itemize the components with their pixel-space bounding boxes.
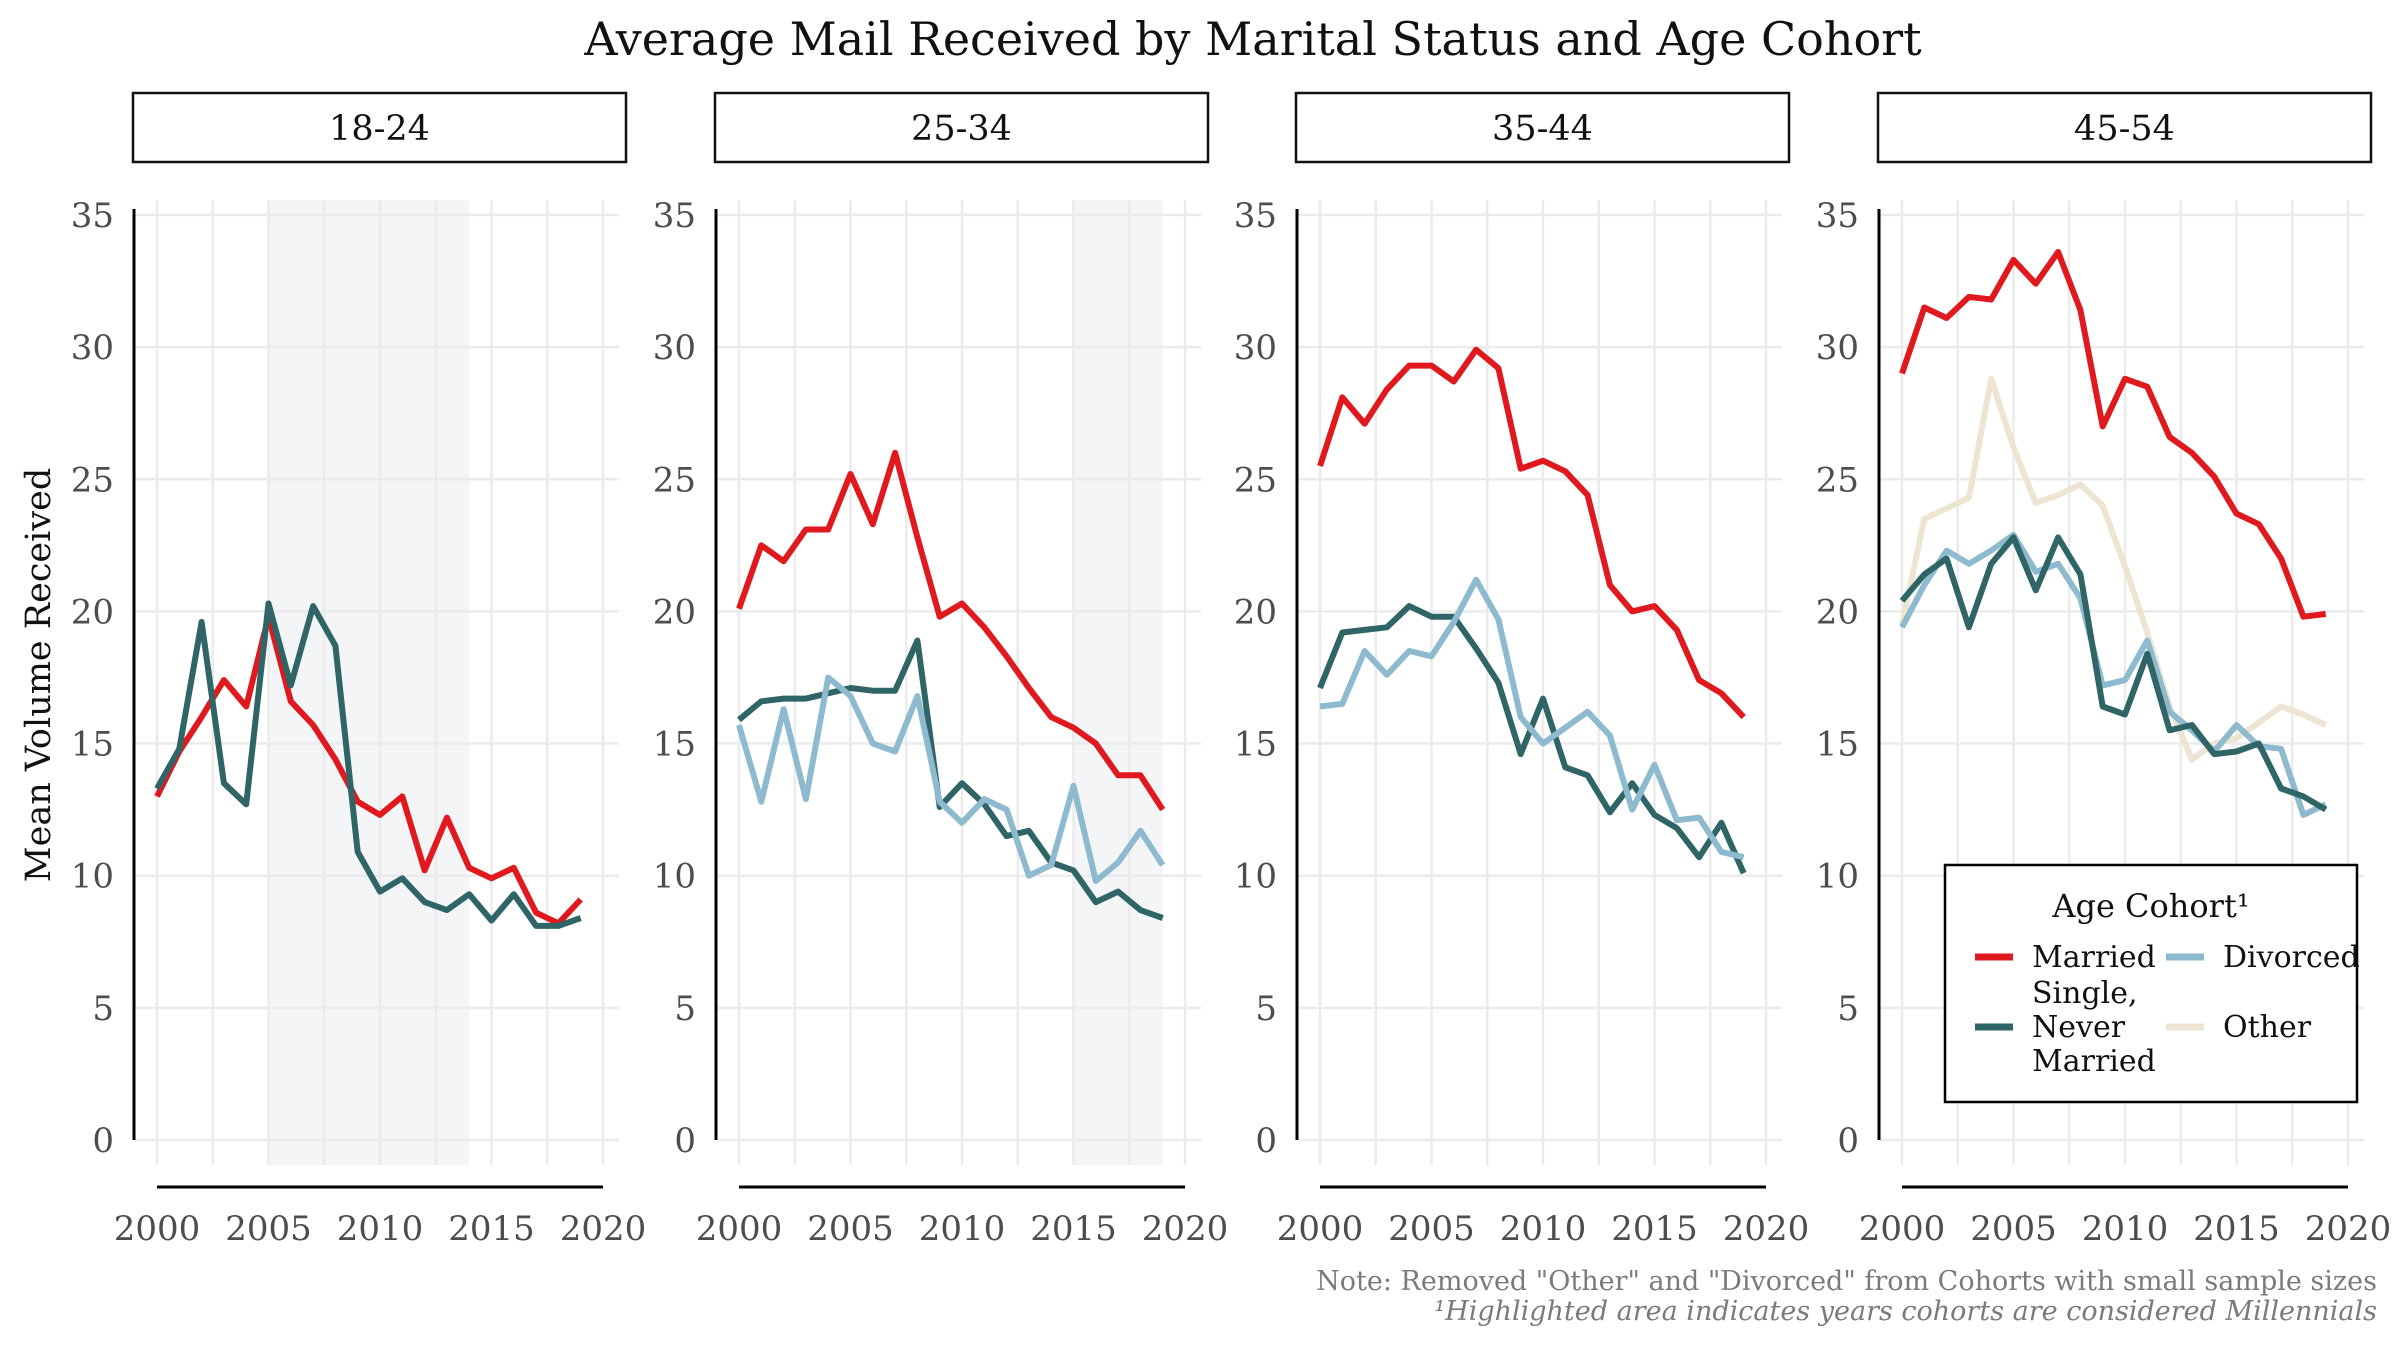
facet-strip-35-44 xyxy=(1294,91,1791,164)
y-tick-label: 15 xyxy=(71,725,114,765)
x-tick-label: 2015 xyxy=(1611,1209,1698,1249)
y-tick-label: 30 xyxy=(1234,328,1277,368)
x-tick-label: 2005 xyxy=(1970,1209,2057,1249)
legend: Age Cohort¹ Married Divorced Single, Never Ma… xyxy=(1943,863,2360,1104)
x-tick-label: 2005 xyxy=(807,1209,894,1249)
y-tick-label: 15 xyxy=(1234,725,1277,765)
series-line-married-18-24 xyxy=(154,613,583,927)
y-tick-label: 30 xyxy=(71,328,114,368)
y-tick-label: 0 xyxy=(1255,1121,1277,1161)
y-tick-label: 0 xyxy=(674,1121,696,1161)
y-tick-label: 20 xyxy=(653,592,696,632)
y-axis-label: Mean Volume Received xyxy=(19,468,59,882)
y-tick-label: 15 xyxy=(1816,725,1859,765)
y-tick-label: 35 xyxy=(1816,196,1859,236)
x-tick-label: 2020 xyxy=(560,1209,647,1249)
series-line-single-25-34 xyxy=(737,637,1164,921)
y-tick-label: 5 xyxy=(1837,989,1859,1029)
x-tick-label: 2020 xyxy=(1142,1209,1229,1249)
series-line-married-25-34 xyxy=(736,449,1166,812)
legend-label-divorced: Divorced xyxy=(2223,940,2360,975)
y-tick-label: 0 xyxy=(92,1121,114,1161)
facet-strip-label-35-44: 35-44 xyxy=(1492,109,1593,149)
millennial-highlight-25-34 xyxy=(1073,200,1163,1165)
facet-strip-25-34 xyxy=(713,91,1210,164)
footnote-text: ¹Highlighted area indicates years cohort… xyxy=(1434,1296,2377,1327)
x-tick-label: 2015 xyxy=(2193,1209,2280,1249)
facet-strip-45-54 xyxy=(1876,91,2373,164)
y-tick-label: 0 xyxy=(1837,1121,1859,1161)
legend-label-other: Other xyxy=(2223,1010,2312,1045)
y-tick-label: 25 xyxy=(1234,460,1277,500)
y-tick-label: 15 xyxy=(653,725,696,765)
legend-label-married: Married xyxy=(2032,940,2156,975)
series-line-divorced-25-34 xyxy=(736,674,1166,884)
series-line-single-35-44 xyxy=(1317,603,1747,875)
y-tick-label: 35 xyxy=(1234,196,1277,236)
series-line-single-18-24 xyxy=(154,600,582,929)
x-tick-label: 2005 xyxy=(1388,1209,1475,1249)
facet-strip-label-45-54: 45-54 xyxy=(2074,109,2175,149)
millennial-highlight-18-24 xyxy=(268,200,470,1165)
panel-18-24: 18-24 0 5 10 15 20 25 30 35 2000 2005 2010 2015 2020 xyxy=(71,91,647,1249)
y-tick-label: 20 xyxy=(71,592,114,632)
y-tick-label: 35 xyxy=(71,196,114,236)
y-tick-label: 25 xyxy=(71,460,114,500)
y-tick-label: 10 xyxy=(71,857,114,897)
series-line-single-45-54 xyxy=(1899,534,2328,813)
y-tick-label: 20 xyxy=(1234,592,1277,632)
x-tick-label: 2010 xyxy=(337,1209,424,1249)
legend-label-single: Single, Never Married xyxy=(2032,976,2156,1079)
y-tick-label: 5 xyxy=(1255,989,1277,1029)
legend-title: Age Cohort¹ xyxy=(2051,887,2249,925)
y-tick-label: 10 xyxy=(1234,857,1277,897)
y-tick-label: 10 xyxy=(1816,857,1859,897)
panel-35-44: 35-44 0 5 10 15 20 25 30 35 2000 2005 2010 2015 2020 xyxy=(1234,91,1810,1249)
series-line-other-45-54 xyxy=(1899,375,2327,763)
x-tick-label: 2010 xyxy=(2082,1209,2169,1249)
x-tick-label: 2005 xyxy=(225,1209,312,1249)
facet-strip-label-25-34: 25-34 xyxy=(911,109,1012,149)
panel-25-34: 25-34 0 5 10 15 20 25 30 35 2000 2005 2010 2015 2020 xyxy=(653,91,1229,1249)
x-tick-label: 2015 xyxy=(1030,1209,1117,1249)
y-tick-label: 20 xyxy=(1816,592,1859,632)
y-tick-label: 25 xyxy=(653,460,696,500)
series-line-divorced-35-44 xyxy=(1319,576,1745,861)
series-line-married-45-54 xyxy=(1899,249,2327,620)
legend-box xyxy=(1943,863,2359,1104)
y-tick-label: 5 xyxy=(92,989,114,1029)
x-tick-label: 2020 xyxy=(2305,1209,2392,1249)
x-tick-label: 2020 xyxy=(1723,1209,1810,1249)
x-tick-label: 2010 xyxy=(919,1209,1006,1249)
y-tick-label: 30 xyxy=(1816,328,1859,368)
note-text: Note: Removed "Other" and "Divorced" fro… xyxy=(1316,1266,2377,1297)
series-line-divorced-45-54 xyxy=(1899,531,2327,818)
y-tick-label: 30 xyxy=(653,328,696,368)
x-tick-label: 2000 xyxy=(696,1209,783,1249)
panel-45-54: 45-54 0 5 10 15 20 25 30 35 2000 2005 2010 2015 2020 xyxy=(1816,91,2392,1249)
x-tick-label: 2000 xyxy=(1277,1209,1364,1249)
facet-strip-label-18-24: 18-24 xyxy=(329,109,430,149)
x-tick-label: 2015 xyxy=(448,1209,535,1249)
y-tick-label: 25 xyxy=(1816,460,1859,500)
facet-strip-18-24 xyxy=(131,91,628,164)
series-line-married-35-44 xyxy=(1317,346,1746,720)
x-tick-label: 2000 xyxy=(1859,1209,1946,1249)
y-tick-label: 10 xyxy=(653,857,696,897)
y-tick-label: 5 xyxy=(674,989,696,1029)
x-tick-label: 2000 xyxy=(114,1209,201,1249)
chart-title: Average Mail Received by Marital Status … xyxy=(583,12,1922,66)
x-tick-label: 2010 xyxy=(1500,1209,1587,1249)
y-tick-label: 35 xyxy=(653,196,696,236)
